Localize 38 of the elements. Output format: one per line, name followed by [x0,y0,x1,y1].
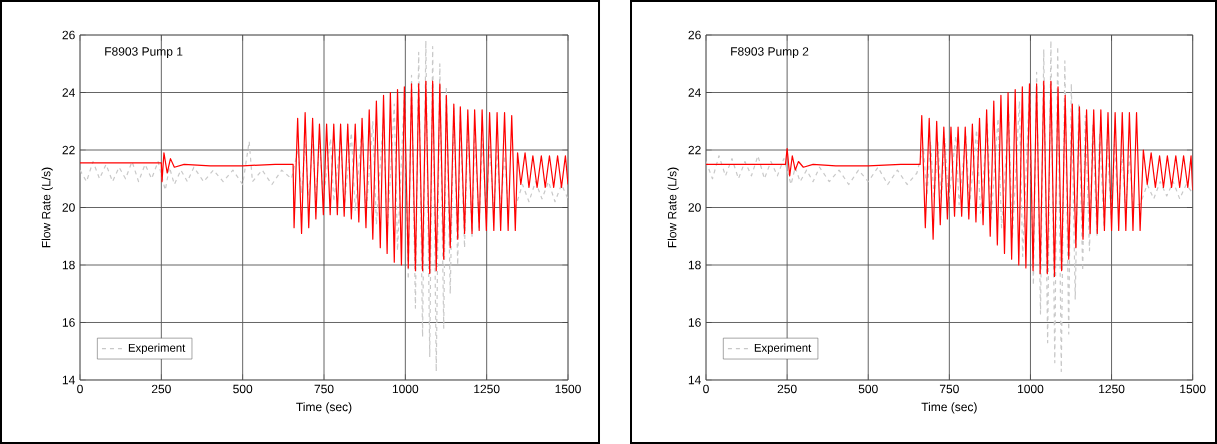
x-tick-label: 1000 [1018,384,1044,394]
x-tick-label: 0 [77,384,83,394]
y-tick-label: 22 [688,145,701,155]
x-tick-label: 1250 [1099,384,1125,394]
line-series [706,40,1193,372]
y-tick-label: 14 [688,375,701,385]
legend-label: Experiment [754,343,812,355]
y-tick-label: 14 [62,375,75,385]
x-tick-label: 500 [233,384,253,394]
y-tick-label: 16 [688,318,701,327]
y-tick-label: 24 [62,88,75,97]
x-tick-label: 0 [703,384,709,394]
y-tick-label: 26 [62,30,75,40]
y-tick-label: 22 [62,145,75,155]
x-tick-label: 1000 [392,384,419,394]
legend-label: Experiment [128,343,186,355]
x-tick-label: 750 [314,384,334,394]
x-tick-label: 1500 [1180,384,1206,394]
text: F8903 Pump 2 [731,47,809,59]
y-tick-label: 18 [62,260,75,270]
x-tick-label: 1500 [555,384,581,394]
x-tick-label: 250 [151,384,171,394]
y-tick-label: 26 [688,30,701,40]
y-tick-label: 24 [688,88,701,97]
y-tick-label: 20 [688,203,701,212]
x-tick-label: 1250 [474,384,500,394]
y-axis-title: Flow Rate (L/s) [667,167,679,248]
x-axis-title: Time (sec) [296,402,352,414]
text: F8903 Pump 1 [105,47,183,59]
y-tick-label: 18 [688,260,701,270]
x-tick-label: 750 [939,384,959,394]
x-axis-title: Time (sec) [921,402,977,414]
x-tick-label: 500 [858,384,878,394]
x-tick-label: 250 [777,384,797,394]
y-axis-title: Flow Rate (L/s) [41,167,53,248]
line-series [80,40,568,372]
y-tick-label: 16 [62,318,75,327]
y-tick-label: 20 [62,203,75,212]
